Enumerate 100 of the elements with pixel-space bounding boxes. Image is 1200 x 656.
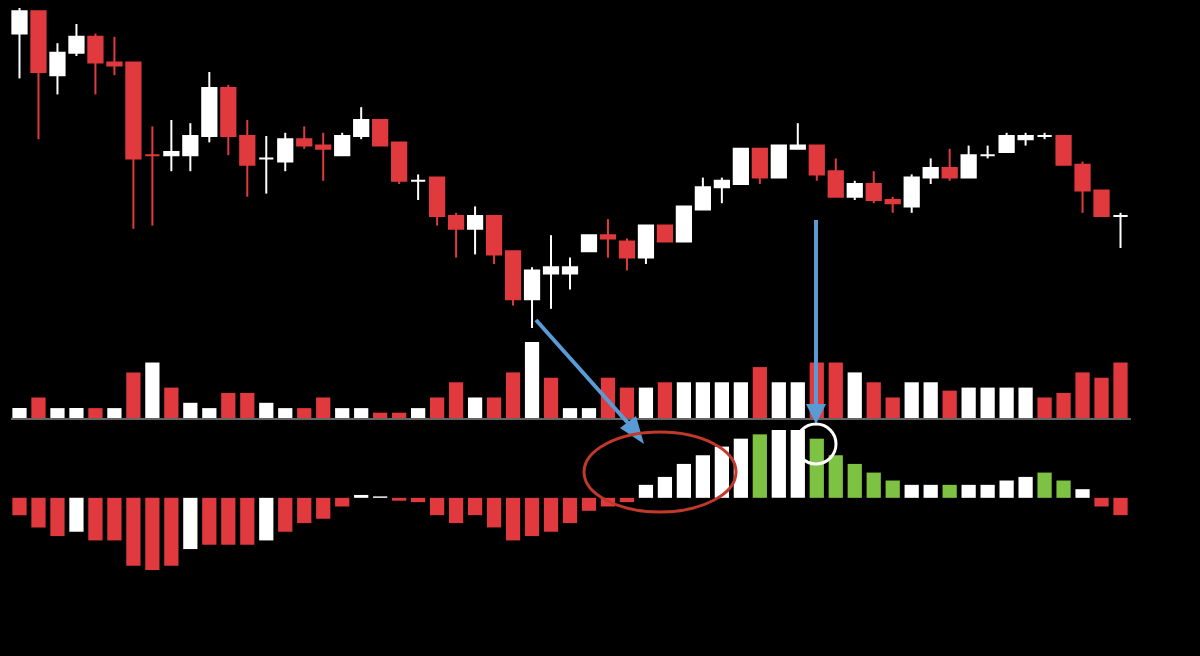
bar bbox=[240, 497, 255, 545]
candlestick bbox=[941, 147, 958, 182]
bar bbox=[1113, 497, 1128, 516]
bar bbox=[126, 497, 141, 566]
bar bbox=[202, 497, 217, 545]
bar bbox=[885, 480, 900, 498]
bar bbox=[562, 408, 578, 418]
candlestick bbox=[466, 205, 484, 256]
bar bbox=[107, 497, 122, 541]
bar bbox=[999, 480, 1014, 498]
bar bbox=[1037, 397, 1052, 418]
bar bbox=[980, 484, 995, 498]
bar bbox=[240, 392, 255, 418]
bar bbox=[942, 484, 957, 498]
bar bbox=[695, 382, 710, 418]
bar bbox=[69, 497, 84, 532]
bar bbox=[430, 397, 445, 418]
bar bbox=[771, 382, 786, 418]
bar bbox=[676, 382, 692, 418]
bar bbox=[259, 402, 274, 418]
bar bbox=[164, 497, 179, 566]
bar bbox=[828, 455, 843, 498]
candlestick bbox=[599, 218, 617, 259]
bar bbox=[486, 397, 502, 418]
candlestick bbox=[618, 237, 636, 272]
bar bbox=[733, 382, 748, 418]
bar bbox=[923, 382, 938, 418]
candlestick bbox=[960, 144, 977, 179]
bar bbox=[107, 408, 122, 418]
bar bbox=[1018, 387, 1033, 418]
bar bbox=[467, 397, 483, 418]
bar bbox=[714, 382, 729, 418]
bar bbox=[657, 382, 673, 418]
bar bbox=[1094, 377, 1109, 418]
bar bbox=[467, 497, 483, 516]
candlestick bbox=[846, 179, 863, 201]
bar bbox=[297, 408, 312, 418]
bar bbox=[866, 472, 881, 498]
bar bbox=[809, 438, 824, 498]
bar bbox=[316, 397, 331, 418]
bar bbox=[828, 362, 843, 418]
bar bbox=[1018, 476, 1033, 498]
bar bbox=[12, 497, 27, 516]
bar bbox=[961, 484, 976, 498]
bar bbox=[373, 412, 388, 418]
bar bbox=[354, 408, 369, 418]
bar bbox=[183, 402, 198, 418]
bar bbox=[335, 497, 350, 507]
bar bbox=[885, 397, 900, 418]
bar bbox=[961, 387, 976, 418]
bar bbox=[392, 412, 407, 418]
candlestick bbox=[1112, 211, 1129, 249]
bar bbox=[771, 430, 786, 498]
candlestick bbox=[258, 135, 275, 195]
bar bbox=[411, 497, 426, 503]
bar bbox=[581, 497, 597, 511]
bar bbox=[847, 372, 862, 418]
bar bbox=[752, 434, 767, 498]
bar bbox=[942, 390, 957, 418]
bar bbox=[752, 367, 767, 418]
candlestick bbox=[11, 7, 28, 80]
bar bbox=[50, 408, 65, 418]
bar bbox=[619, 497, 635, 503]
bar bbox=[448, 382, 464, 418]
bar bbox=[448, 497, 464, 524]
bar bbox=[790, 382, 805, 418]
bar bbox=[12, 408, 27, 418]
bar bbox=[50, 497, 65, 537]
bar bbox=[638, 484, 654, 498]
bar bbox=[524, 342, 540, 418]
bar bbox=[259, 497, 274, 541]
bar bbox=[923, 484, 938, 498]
bar bbox=[31, 397, 46, 418]
bar bbox=[1094, 497, 1109, 507]
bar bbox=[505, 372, 521, 418]
bar bbox=[980, 387, 995, 418]
bar bbox=[126, 372, 141, 418]
bar bbox=[1075, 372, 1090, 418]
bar bbox=[221, 392, 236, 418]
bar bbox=[31, 497, 46, 528]
bar bbox=[733, 438, 748, 498]
bar bbox=[1037, 472, 1052, 498]
bar bbox=[88, 408, 103, 418]
bar bbox=[411, 408, 426, 418]
bar bbox=[581, 408, 597, 418]
bar bbox=[524, 497, 540, 537]
bar bbox=[145, 362, 160, 418]
bar bbox=[316, 497, 331, 519]
bar bbox=[1056, 392, 1071, 418]
bar bbox=[904, 382, 919, 418]
bar bbox=[904, 484, 919, 498]
bar bbox=[695, 455, 710, 498]
bar bbox=[202, 408, 217, 418]
bar bbox=[88, 497, 103, 541]
bar bbox=[999, 387, 1014, 418]
bar bbox=[278, 408, 293, 418]
bar bbox=[1075, 489, 1090, 498]
candlestick bbox=[637, 224, 655, 265]
candlestick bbox=[410, 173, 427, 201]
bar bbox=[543, 497, 559, 532]
